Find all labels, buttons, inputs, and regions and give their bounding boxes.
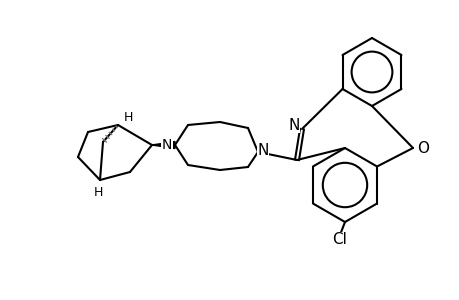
Text: N: N [257,142,268,158]
Text: O: O [416,140,428,155]
Text: N: N [288,118,299,133]
Text: N: N [162,138,172,152]
Polygon shape [151,142,174,148]
Text: Cl: Cl [332,232,347,247]
Text: H: H [123,110,132,124]
Text: H: H [93,185,102,199]
